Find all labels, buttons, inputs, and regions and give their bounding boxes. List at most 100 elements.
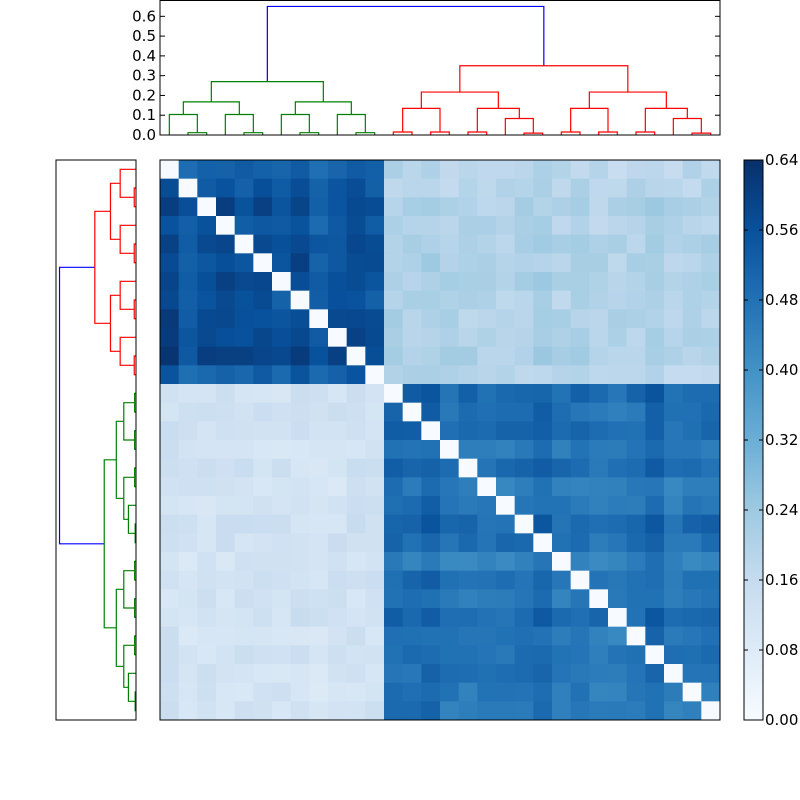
- heatmap-cell: [608, 384, 628, 404]
- top-dendrogram-link: [691, 132, 712, 135]
- heatmap-cell: [234, 197, 254, 217]
- heatmap-cell: [514, 253, 534, 273]
- left-dendrogram-link: [134, 560, 136, 581]
- heatmap-cell: [570, 514, 590, 534]
- heatmap-cell: [701, 589, 721, 609]
- heatmap-cell: [328, 384, 348, 404]
- heatmap-cell: [552, 272, 572, 292]
- heatmap-cell: [402, 234, 422, 254]
- heatmap-cell: [253, 384, 273, 404]
- heatmap-cell: [608, 197, 628, 217]
- heatmap-cell: [253, 328, 273, 348]
- left-dendrogram-link: [123, 644, 135, 688]
- heatmap-cell: [178, 178, 198, 198]
- heatmap-cell: [682, 346, 702, 366]
- heatmap-cell: [477, 645, 497, 665]
- heatmap-cell: [160, 682, 180, 702]
- heatmap-cell: [664, 346, 684, 366]
- heatmap-cell: [626, 197, 646, 217]
- heatmap-cell: [645, 570, 665, 590]
- heatmap-cell: [533, 514, 553, 534]
- heatmap-cell: [645, 234, 665, 254]
- heatmap-cell: [234, 384, 254, 404]
- heatmap-cell: [421, 514, 441, 534]
- heatmap-cell: [514, 626, 534, 646]
- heatmap-cell: [253, 253, 273, 273]
- heatmap-cell: [178, 272, 198, 292]
- heatmap-cell: [533, 570, 553, 590]
- heatmap-cell: [178, 160, 198, 180]
- heatmap-cell: [664, 440, 684, 460]
- heatmap-cell: [197, 421, 217, 441]
- heatmap-cell: [384, 197, 404, 217]
- heatmap-cell: [421, 440, 441, 460]
- heatmap-cell: [589, 682, 609, 702]
- heatmap-cell: [160, 290, 180, 310]
- heatmap-cell: [272, 440, 292, 460]
- heatmap-cell: [160, 626, 180, 646]
- heatmap-cell: [664, 664, 684, 684]
- heatmap-cell: [290, 402, 310, 422]
- colorbar-tick-label: 0.40: [765, 361, 798, 379]
- heatmap-cell: [197, 178, 217, 198]
- heatmap-cell: [290, 178, 310, 198]
- heatmap-cell: [570, 664, 590, 684]
- heatmap-cell: [440, 440, 460, 460]
- heatmap-cell: [626, 589, 646, 609]
- heatmap-cell: [645, 514, 665, 534]
- heatmap-cell: [458, 533, 478, 553]
- heatmap-cell: [421, 384, 441, 404]
- heatmap-cell: [328, 682, 348, 702]
- left-dendrogram-link: [115, 420, 124, 499]
- heatmap-cell: [589, 570, 609, 590]
- heatmap-cell: [626, 552, 646, 572]
- heatmap-cell: [664, 533, 684, 553]
- heatmap-cell: [216, 608, 236, 628]
- heatmap-cell: [626, 272, 646, 292]
- heatmap-cell: [346, 365, 366, 385]
- heatmap-cell: [570, 272, 590, 292]
- heatmap-cell: [253, 178, 273, 198]
- heatmap-cell: [477, 402, 497, 422]
- heatmap-cell: [514, 682, 534, 702]
- heatmap-cell: [589, 402, 609, 422]
- heatmap-cell: [160, 346, 180, 366]
- heatmap-cell: [589, 589, 609, 609]
- heatmap-cell: [216, 496, 236, 516]
- heatmap-cell: [290, 626, 310, 646]
- heatmap-cell: [645, 458, 665, 478]
- heatmap-cell: [365, 664, 385, 684]
- heatmap-cell: [608, 589, 628, 609]
- heatmap-cell: [178, 290, 198, 310]
- heatmap-cell: [365, 346, 385, 366]
- heatmap-cell: [290, 197, 310, 217]
- heatmap-cell: [645, 346, 665, 366]
- heatmap-cell: [197, 365, 217, 385]
- heatmap-cell: [328, 272, 348, 292]
- heatmap-cell: [458, 570, 478, 590]
- heatmap-cell: [178, 645, 198, 665]
- heatmap-cell: [234, 346, 254, 366]
- heatmap-cell: [458, 309, 478, 329]
- heatmap-cell: [402, 384, 422, 404]
- heatmap-cell: [701, 216, 721, 236]
- colorbar-tick-label: 0.08: [765, 641, 798, 659]
- heatmap-cell: [514, 402, 534, 422]
- heatmap-cell: [645, 645, 665, 665]
- heatmap-cell: [384, 365, 404, 385]
- heatmap-cell: [608, 309, 628, 329]
- heatmap-cell: [514, 570, 534, 590]
- heatmap-cell: [328, 197, 348, 217]
- heatmap-cell: [384, 160, 404, 180]
- heatmap-cell: [216, 216, 236, 236]
- heatmap-cell: [570, 253, 590, 273]
- heatmap-cell: [384, 272, 404, 292]
- heatmap-cell: [458, 272, 478, 292]
- heatmap-cell: [496, 477, 516, 497]
- heatmap-cell: [496, 552, 516, 572]
- heatmap-cell: [160, 197, 180, 217]
- heatmap-cell: [477, 682, 497, 702]
- heatmap-cell: [570, 309, 590, 329]
- heatmap-cell: [514, 290, 534, 310]
- heatmap-cell: [234, 589, 254, 609]
